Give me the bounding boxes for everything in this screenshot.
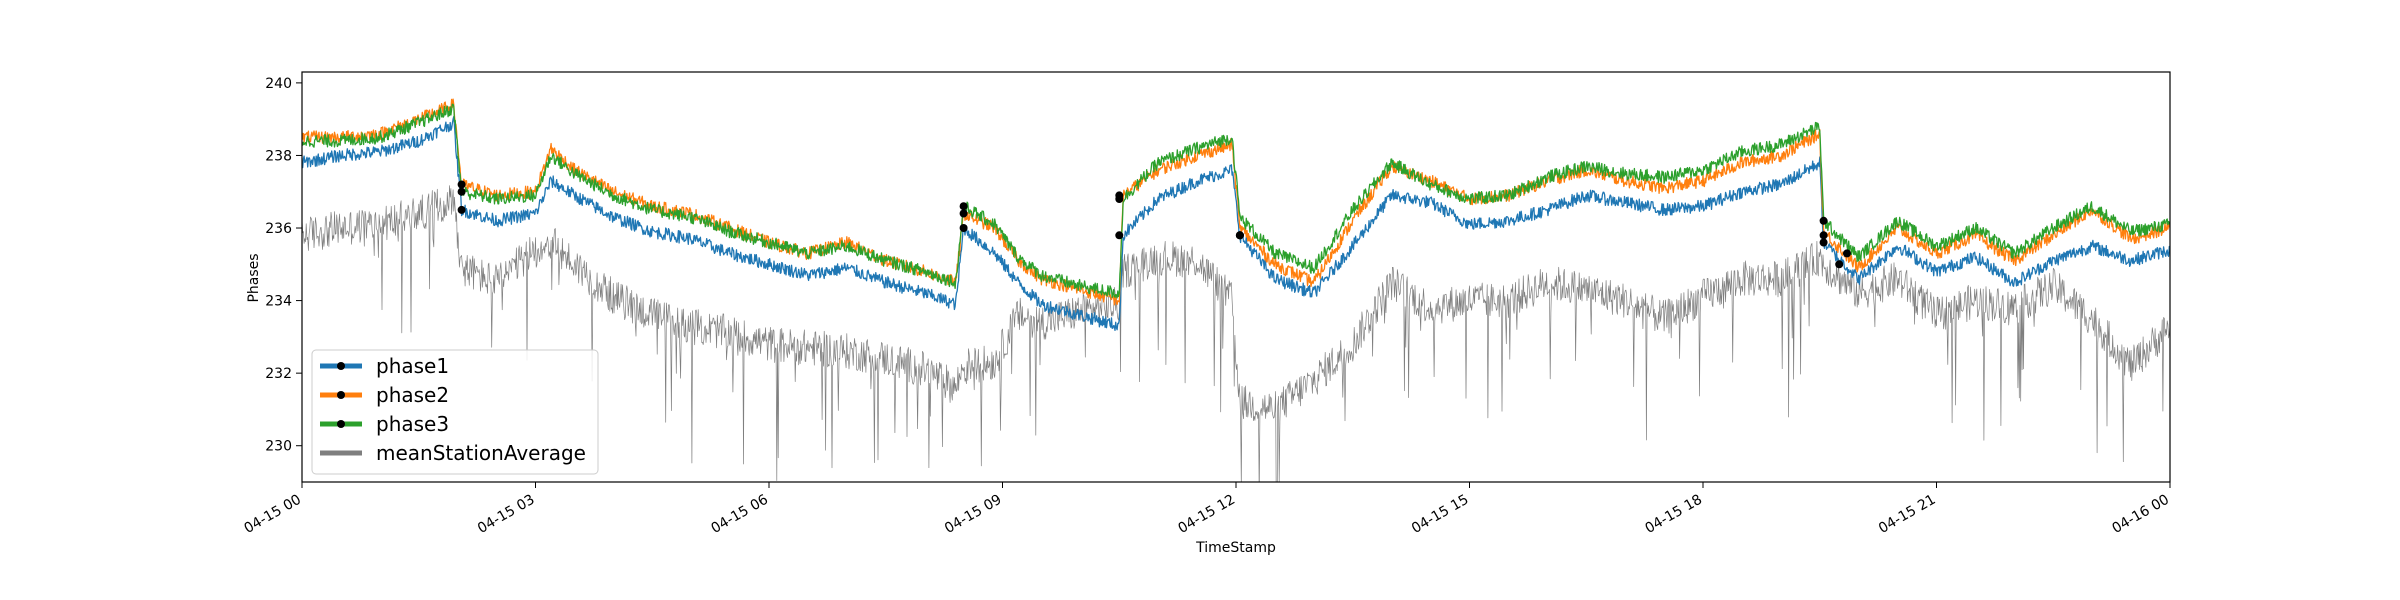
series-line-meanStationAverage xyxy=(302,185,2170,482)
data-marker-phase1-3 xyxy=(959,224,968,232)
y-tick-label: 236 xyxy=(265,221,292,237)
series-line-phase2 xyxy=(302,98,2170,306)
x-axis-label: TimeStamp xyxy=(1195,540,1276,556)
legend-marker-phase2 xyxy=(337,391,345,399)
data-marker-phase3-5 xyxy=(959,202,968,211)
series-line-phase3 xyxy=(302,103,2170,299)
data-marker-phase2-1 xyxy=(457,180,466,189)
y-tick-label: 232 xyxy=(265,366,292,382)
series-line-phase1 xyxy=(302,115,2170,332)
data-marker-phase3-11 xyxy=(1235,231,1244,240)
y-tick-label: 238 xyxy=(265,148,292,164)
y-tick-label: 240 xyxy=(265,76,292,92)
data-marker-phase1-12 xyxy=(1819,238,1828,247)
data-marker-phase1-0 xyxy=(457,205,466,214)
data-marker-phase1-15 xyxy=(1835,260,1844,269)
data-marker-phase3-2 xyxy=(457,187,466,196)
data-marker-phase3-16 xyxy=(1843,249,1851,258)
legend-frame xyxy=(311,349,599,475)
y-tick-label: 230 xyxy=(265,439,292,455)
legend-label-phase3: phase3 xyxy=(376,412,449,436)
data-marker-phase1-6 xyxy=(1115,231,1124,240)
y-axis-label: Phases xyxy=(246,253,262,302)
data-marker-phase3-14 xyxy=(1819,216,1828,225)
legend-label-phase1: phase1 xyxy=(376,354,449,378)
legend-label-meanStationAverage: meanStationAverage xyxy=(376,441,586,465)
legend-label-phase2: phase2 xyxy=(376,383,449,407)
legend-marker-phase3 xyxy=(337,420,345,428)
legend: phase1 phase2 phase3 meanStationAverage xyxy=(311,349,599,475)
data-marker-phase2-13 xyxy=(1819,231,1828,240)
data-marker-phase3-8 xyxy=(1115,195,1124,203)
data-marker-phase2-4 xyxy=(959,209,968,218)
y-tick-label: 234 xyxy=(265,294,292,310)
legend-marker-phase1 xyxy=(337,362,345,370)
